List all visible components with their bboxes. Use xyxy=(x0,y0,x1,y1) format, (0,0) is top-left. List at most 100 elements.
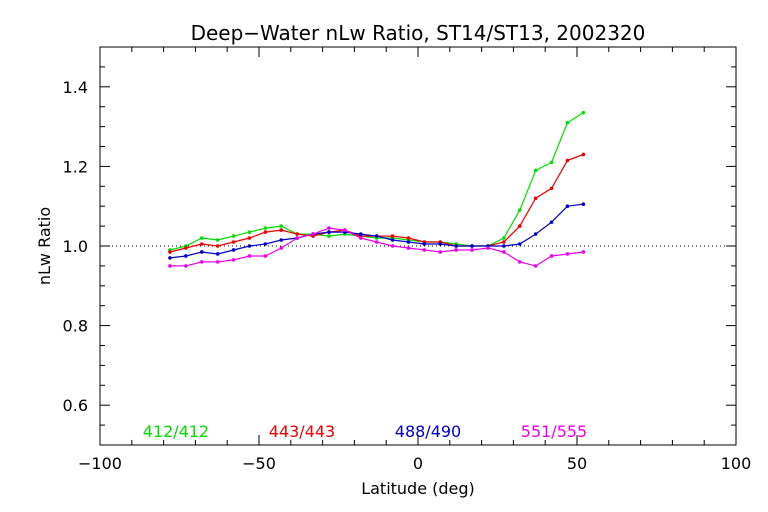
axis-ticks: −100 −50 0 50 100 0.6 0.8 1.0 1.2 1.4 xyxy=(63,46,752,473)
x-tick-label: 100 xyxy=(721,454,752,473)
data-point xyxy=(279,228,284,232)
data-point xyxy=(311,232,315,236)
data-point xyxy=(581,202,586,207)
data-point xyxy=(168,250,172,254)
data-point xyxy=(390,244,395,248)
data-point xyxy=(581,152,586,157)
data-point xyxy=(502,244,506,248)
y-tick-label: 1.2 xyxy=(63,157,88,176)
data-point xyxy=(279,238,284,242)
data-point xyxy=(549,254,554,258)
legend-label: 551/555 xyxy=(521,422,587,441)
data-point xyxy=(517,208,522,212)
data-point xyxy=(263,242,268,246)
data-point xyxy=(231,258,236,262)
data-point xyxy=(358,232,363,236)
data-point xyxy=(279,246,284,250)
data-point xyxy=(422,242,427,246)
data-point xyxy=(263,230,268,234)
data-point xyxy=(279,224,284,228)
data-point xyxy=(406,246,411,250)
data-point xyxy=(374,234,379,238)
data-point xyxy=(517,242,522,246)
data-point xyxy=(184,264,188,268)
data-point xyxy=(247,244,252,248)
data-point xyxy=(295,232,299,236)
data-point xyxy=(406,240,411,244)
data-point xyxy=(358,236,363,240)
data-point xyxy=(549,160,554,165)
x-tick-label: −50 xyxy=(242,454,276,473)
data-point xyxy=(184,246,188,250)
x-tick-label: −100 xyxy=(78,454,122,473)
data-point xyxy=(215,238,220,242)
data-point xyxy=(581,250,586,254)
data-point xyxy=(199,236,204,240)
data-point xyxy=(565,252,570,256)
data-point xyxy=(374,240,379,244)
data-point xyxy=(215,252,220,256)
data-point xyxy=(549,186,554,191)
data-point xyxy=(247,236,252,240)
data-point xyxy=(184,254,188,258)
x-axis-label: Latitude (deg) xyxy=(361,479,475,498)
legend-label: 443/443 xyxy=(269,422,335,441)
data-point xyxy=(390,234,395,238)
data-point xyxy=(565,120,570,125)
data-point xyxy=(215,244,220,248)
data-point xyxy=(517,224,522,228)
y-tick-label: 1.4 xyxy=(63,78,88,97)
data-point xyxy=(454,244,458,248)
x-tick-label: 0 xyxy=(413,454,423,473)
data-point xyxy=(295,236,299,240)
data-point xyxy=(199,242,204,246)
data-point xyxy=(533,232,538,236)
y-axis-label: nLw Ratio xyxy=(35,207,54,285)
data-point xyxy=(327,230,331,234)
data-point xyxy=(263,226,268,230)
legend: 412/412 443/443 488/490 551/555 xyxy=(143,422,587,441)
data-point xyxy=(199,260,204,264)
data-point xyxy=(502,236,506,240)
data-point xyxy=(231,234,236,238)
data-point xyxy=(502,250,506,254)
legend-label: 412/412 xyxy=(143,422,209,441)
data-point xyxy=(327,226,331,230)
data-point xyxy=(533,168,538,173)
data-point xyxy=(517,260,522,264)
data-point xyxy=(533,196,538,201)
data-point xyxy=(247,230,252,234)
x-tick-label: 50 xyxy=(567,454,587,473)
data-point xyxy=(168,264,172,268)
data-point xyxy=(406,236,411,240)
data-point xyxy=(533,264,538,268)
series-line xyxy=(169,112,584,251)
data-point xyxy=(199,250,204,254)
data-point xyxy=(168,256,172,260)
data-point xyxy=(263,254,268,258)
data-point xyxy=(470,244,474,248)
chart-title: Deep−Water nLw Ratio, ST14/ST13, 2002320 xyxy=(191,21,646,45)
data-point xyxy=(565,204,570,208)
y-tick-label: 1.0 xyxy=(63,237,88,256)
data-point xyxy=(502,240,506,244)
data-point xyxy=(422,248,427,252)
legend-label: 488/490 xyxy=(395,422,461,441)
y-tick-label: 0.6 xyxy=(63,396,88,415)
data-point xyxy=(231,248,236,252)
data-point xyxy=(215,260,220,264)
data-point xyxy=(390,238,395,242)
data-point xyxy=(231,240,236,244)
data-point xyxy=(565,158,570,163)
data-point xyxy=(247,254,252,258)
series-layer xyxy=(168,110,586,268)
data-point xyxy=(581,110,586,115)
data-point xyxy=(438,242,443,246)
data-point xyxy=(454,248,458,252)
data-point xyxy=(343,228,347,232)
y-tick-label: 0.8 xyxy=(63,317,88,336)
data-point xyxy=(327,234,331,238)
data-point xyxy=(549,220,554,224)
data-point xyxy=(486,246,490,250)
